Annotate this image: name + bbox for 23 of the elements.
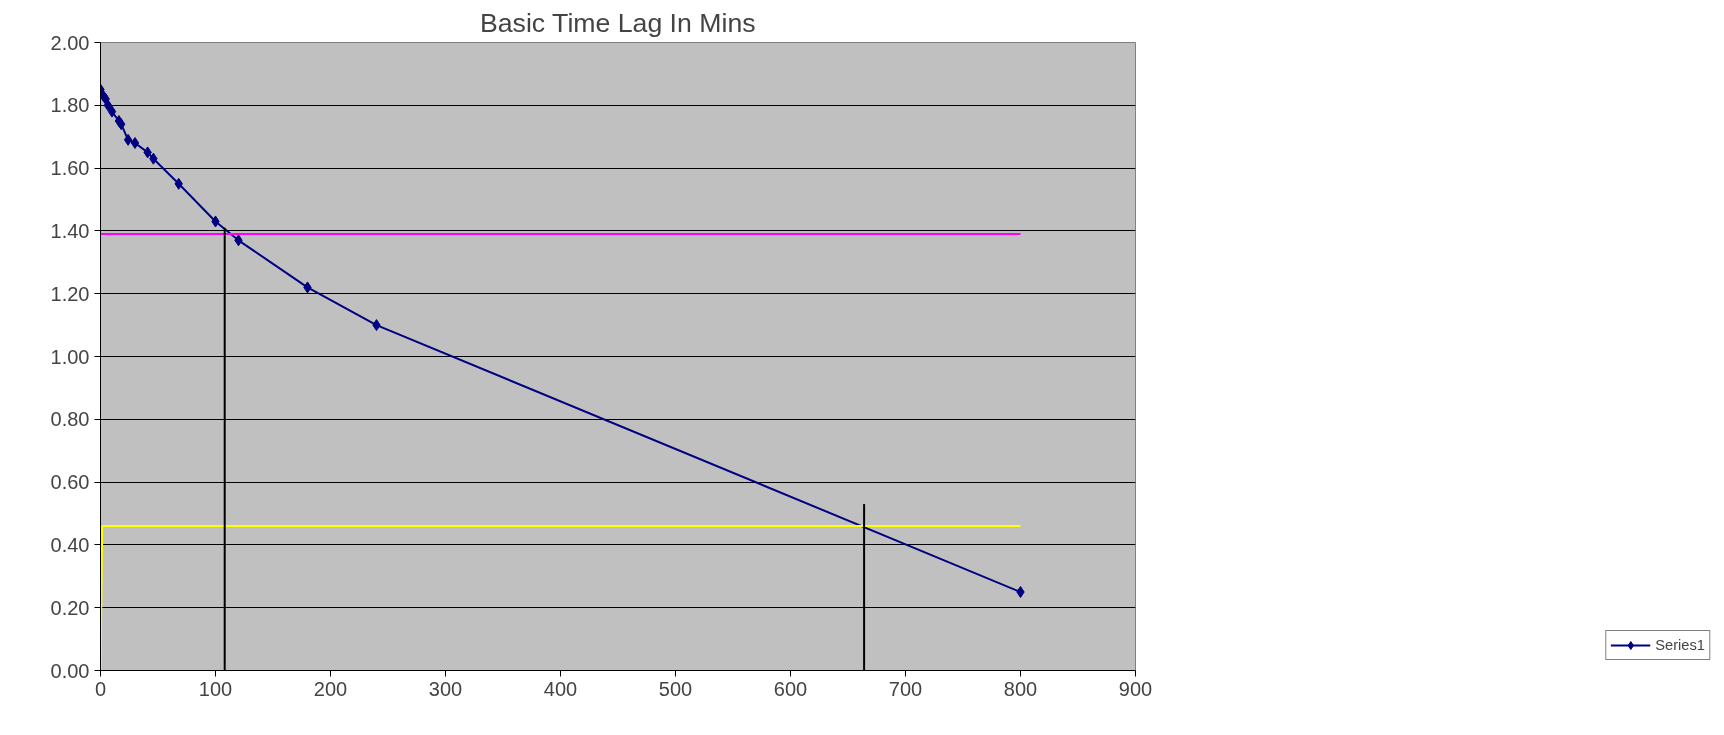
x-tick-label: 500 <box>658 677 693 700</box>
chart-title: Basic Time Lag In Mins <box>479 7 756 38</box>
y-tick-label: 1.20 <box>50 282 90 305</box>
y-tick-label: 0.20 <box>50 596 90 619</box>
y-tick-label: 0.80 <box>50 408 90 431</box>
x-tick-label: 800 <box>1003 677 1038 700</box>
x-tick-label: 300 <box>428 677 463 700</box>
y-tick-label: 0.60 <box>50 471 90 494</box>
y-tick-label: 1.60 <box>50 157 90 180</box>
x-tick-label: 400 <box>543 677 578 700</box>
y-tick-label: 0.40 <box>50 533 90 556</box>
x-tick-label: 200 <box>313 677 348 700</box>
legend-label: Series1 <box>1655 637 1705 653</box>
x-tick-label: 100 <box>198 677 233 700</box>
y-tick-label: 1.80 <box>50 94 90 117</box>
x-tick-label: 900 <box>1118 677 1153 700</box>
x-tick-label: 600 <box>773 677 808 700</box>
x-tick-label: 700 <box>888 677 923 700</box>
y-tick-label: 1.40 <box>50 219 90 242</box>
y-tick-label: 1.00 <box>50 345 90 368</box>
y-tick-label: 2.00 <box>50 31 90 54</box>
y-tick-label: 0.00 <box>50 659 90 682</box>
x-tick-label: 0 <box>94 677 107 700</box>
